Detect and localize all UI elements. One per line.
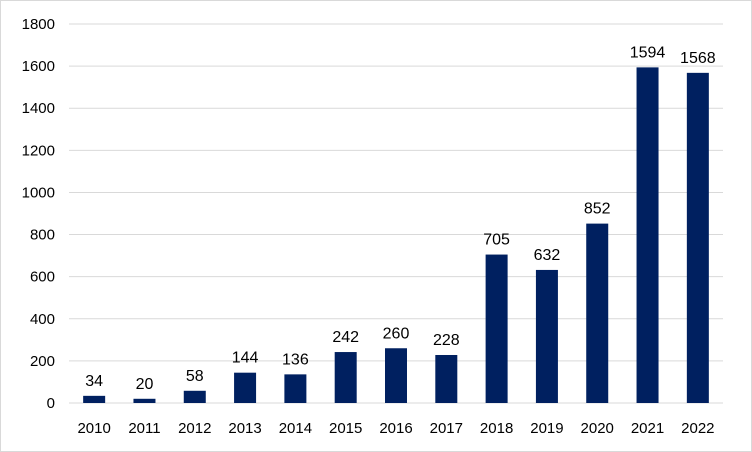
x-tick-label: 2021 <box>631 420 664 437</box>
bar-2022 <box>686 72 709 404</box>
y-tick-label: 1400 <box>22 100 55 117</box>
x-tick-label: 2020 <box>581 420 614 437</box>
y-axis-tick-labels: 0 200 400 600 800 1000 1200 1400 1600 1800 <box>22 16 55 412</box>
bar-2012 <box>183 390 206 403</box>
x-tick-label: 2012 <box>178 420 211 437</box>
x-axis-tick-labels: 2010 2011 2012 2013 2014 2015 2016 2017 2018 2019… <box>77 420 714 437</box>
data-label-2012: 58 <box>186 368 204 385</box>
x-tick-label: 2011 <box>128 420 160 437</box>
y-tick-label: 800 <box>30 227 55 244</box>
bars <box>83 67 709 404</box>
x-tick-label: 2019 <box>530 420 563 437</box>
data-label-2018: 705 <box>483 232 510 249</box>
data-label-2010: 34 <box>85 373 103 390</box>
data-label-2014: 136 <box>282 351 309 368</box>
x-tick-label: 2014 <box>279 420 312 437</box>
data-label-2013: 144 <box>232 350 259 367</box>
data-label-2019: 632 <box>534 247 561 264</box>
bar-2015 <box>334 352 357 403</box>
bar-2017 <box>435 354 458 403</box>
x-tick-label: 2018 <box>480 420 513 437</box>
data-label-2017: 228 <box>433 332 460 349</box>
y-tick-label: 200 <box>30 353 55 370</box>
data-label-2021: 1594 <box>630 44 666 61</box>
data-label-2022: 1568 <box>680 50 716 67</box>
y-tick-label: 400 <box>30 311 55 328</box>
bar-2018 <box>485 254 508 403</box>
bar-2013 <box>234 372 257 403</box>
x-tick-label: 2022 <box>681 420 714 437</box>
y-tick-label: 1800 <box>22 16 55 33</box>
bar-2010 <box>83 395 106 403</box>
data-label-2016: 260 <box>383 325 410 342</box>
y-tick-label: 1600 <box>22 58 55 75</box>
data-labels: 34 20 58 144 136 242 260 228 705 632 852 1594 1568 <box>85 44 715 392</box>
x-tick-label: 2013 <box>228 420 261 437</box>
y-tick-label: 0 <box>47 395 55 412</box>
data-label-2015: 242 <box>332 329 359 346</box>
y-tick-label: 1000 <box>22 184 55 201</box>
x-tick-label: 2016 <box>379 420 412 437</box>
bar-2011 <box>133 398 156 403</box>
gridlines <box>69 23 723 404</box>
data-label-2020: 852 <box>584 201 611 218</box>
y-tick-label: 600 <box>30 269 55 286</box>
bar-2016 <box>385 348 407 403</box>
x-tick-label: 2015 <box>329 420 362 437</box>
bar-2020 <box>586 223 609 403</box>
bar-2014 <box>284 374 307 403</box>
x-tick-label: 2017 <box>430 420 463 437</box>
bar-2019 <box>535 269 558 403</box>
bar-2021 <box>636 67 659 403</box>
x-tick-label: 2010 <box>77 420 110 437</box>
data-label-2011: 20 <box>136 376 154 393</box>
y-tick-label: 1200 <box>22 142 55 159</box>
